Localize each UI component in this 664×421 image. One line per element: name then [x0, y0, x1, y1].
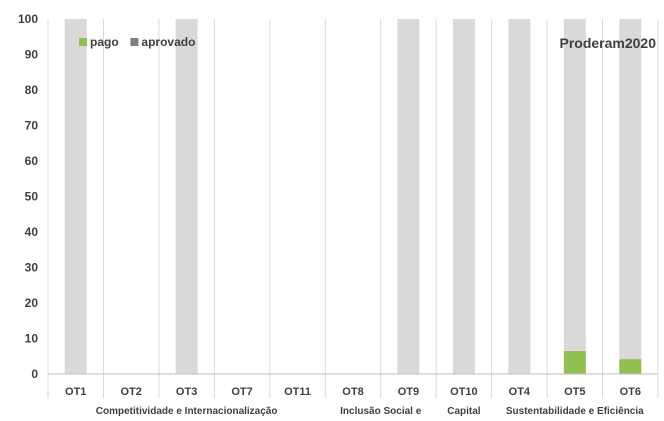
y-tick-label: 70 — [25, 119, 39, 133]
group-label: Inclusão Social e — [340, 406, 422, 417]
legend: pago aprovado — [79, 35, 195, 49]
y-tick-label: 50 — [25, 190, 39, 204]
y-tick-label: 20 — [25, 296, 39, 310]
bar-pago-ot6 — [619, 359, 642, 374]
y-tick-label: 80 — [25, 83, 39, 97]
bars — [64, 19, 642, 374]
x-tick-label: OT9 — [398, 386, 419, 398]
x-tick-label: OT5 — [564, 386, 585, 398]
group-label: Capital — [447, 406, 481, 417]
bar-aprovado-ot4 — [508, 19, 531, 374]
y-tick-label: 30 — [25, 261, 39, 275]
y-tick-label: 10 — [25, 332, 39, 346]
x-tick-label: OT10 — [450, 386, 478, 398]
bar-aprovado-ot5 — [563, 19, 586, 351]
x-tick-label: OT11 — [284, 386, 311, 398]
axes: 0 10 20 30 40 50 60 70 80 90 100 OT1 OT2 OT3 OT7 OT11 OT… — [18, 12, 658, 417]
y-tick-label: 90 — [25, 48, 39, 62]
chart-title: Proderam2020 — [559, 35, 656, 51]
bar-aprovado-ot10 — [452, 19, 475, 374]
x-tick-label: OT3 — [176, 386, 197, 398]
x-tick-label: OT6 — [620, 386, 641, 398]
y-tick-label: 40 — [25, 225, 39, 239]
x-tick-label: OT2 — [120, 386, 141, 398]
bar-pago-ot5 — [563, 350, 586, 374]
group-label: Competitividade e Internacionalização — [96, 406, 278, 417]
x-tick-label: OT8 — [342, 386, 363, 398]
x-tick-label: OT4 — [509, 386, 531, 398]
legend-swatch-aprovado — [130, 38, 139, 46]
y-tick-label: 60 — [25, 154, 39, 168]
x-tick-label: OT1 — [65, 386, 86, 398]
legend-label-pago: pago — [90, 35, 119, 49]
x-tick-label: OT7 — [231, 386, 252, 398]
group-label: Sustentabilidade e Eficiência — [506, 406, 644, 417]
bar-aprovado-ot9 — [397, 19, 420, 374]
legend-swatch-pago — [79, 38, 87, 46]
category-separators — [47, 19, 659, 398]
bar-aprovado-ot3 — [175, 19, 198, 374]
legend-label-aprovado: aprovado — [141, 35, 195, 49]
bar-aprovado-ot1 — [64, 19, 87, 374]
y-tick-label: 100 — [18, 12, 38, 26]
bar-aprovado-ot6 — [619, 19, 642, 360]
y-tick-label: 0 — [31, 367, 38, 381]
